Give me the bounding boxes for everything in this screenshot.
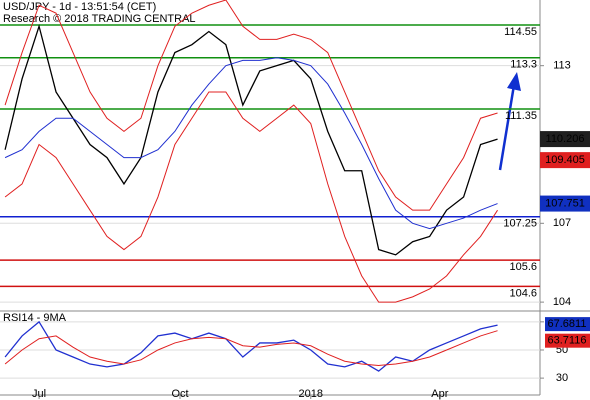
rsi-box	[545, 333, 590, 348]
price-box-label: 109.405	[545, 154, 585, 166]
rsi-box	[545, 317, 590, 332]
series-line	[4, 91, 498, 303]
price-box-label: 107.751	[545, 197, 585, 209]
level-label: 113.3	[510, 59, 537, 71]
y-tick-label: 30	[556, 372, 568, 384]
x-tick-label: Oct	[171, 388, 188, 400]
chart-subtitle: Research © 2018 TRADING CENTRAL	[3, 13, 196, 25]
x-tick-label: Jul	[32, 388, 46, 400]
forecast-arrow-head	[507, 72, 521, 91]
level-label: 105.6	[509, 261, 537, 273]
level-label: 111.35	[505, 110, 537, 122]
price-box-label: 110.206	[546, 133, 585, 145]
x-tick-label: 2018	[299, 388, 323, 400]
price-box	[540, 152, 590, 169]
level-label: 104.6	[509, 287, 537, 299]
series-line	[4, 57, 498, 230]
forecast-arrow	[498, 84, 516, 171]
level-label: 107.25	[503, 218, 537, 230]
series-line	[4, 330, 498, 366]
y-tick-label: 113	[553, 60, 571, 72]
series-line	[4, 320, 498, 372]
y-tick-label: 104	[553, 296, 571, 308]
chart-title: USD/JPY - 1d - 13:51:54 (CET)	[3, 1, 156, 13]
series-line	[4, 23, 498, 256]
level-label: 114.55	[504, 26, 537, 38]
rsi-box-label: 63.7116	[548, 335, 587, 347]
y-tick-label: 107	[553, 217, 571, 229]
rsi-title: RSI14 - 9MA	[3, 312, 67, 324]
rsi-box-label: 67.6811	[548, 318, 587, 330]
series-line	[4, 0, 498, 211]
x-tick-label: Apr	[431, 388, 448, 400]
price-box	[540, 131, 590, 148]
price-box	[540, 195, 590, 212]
